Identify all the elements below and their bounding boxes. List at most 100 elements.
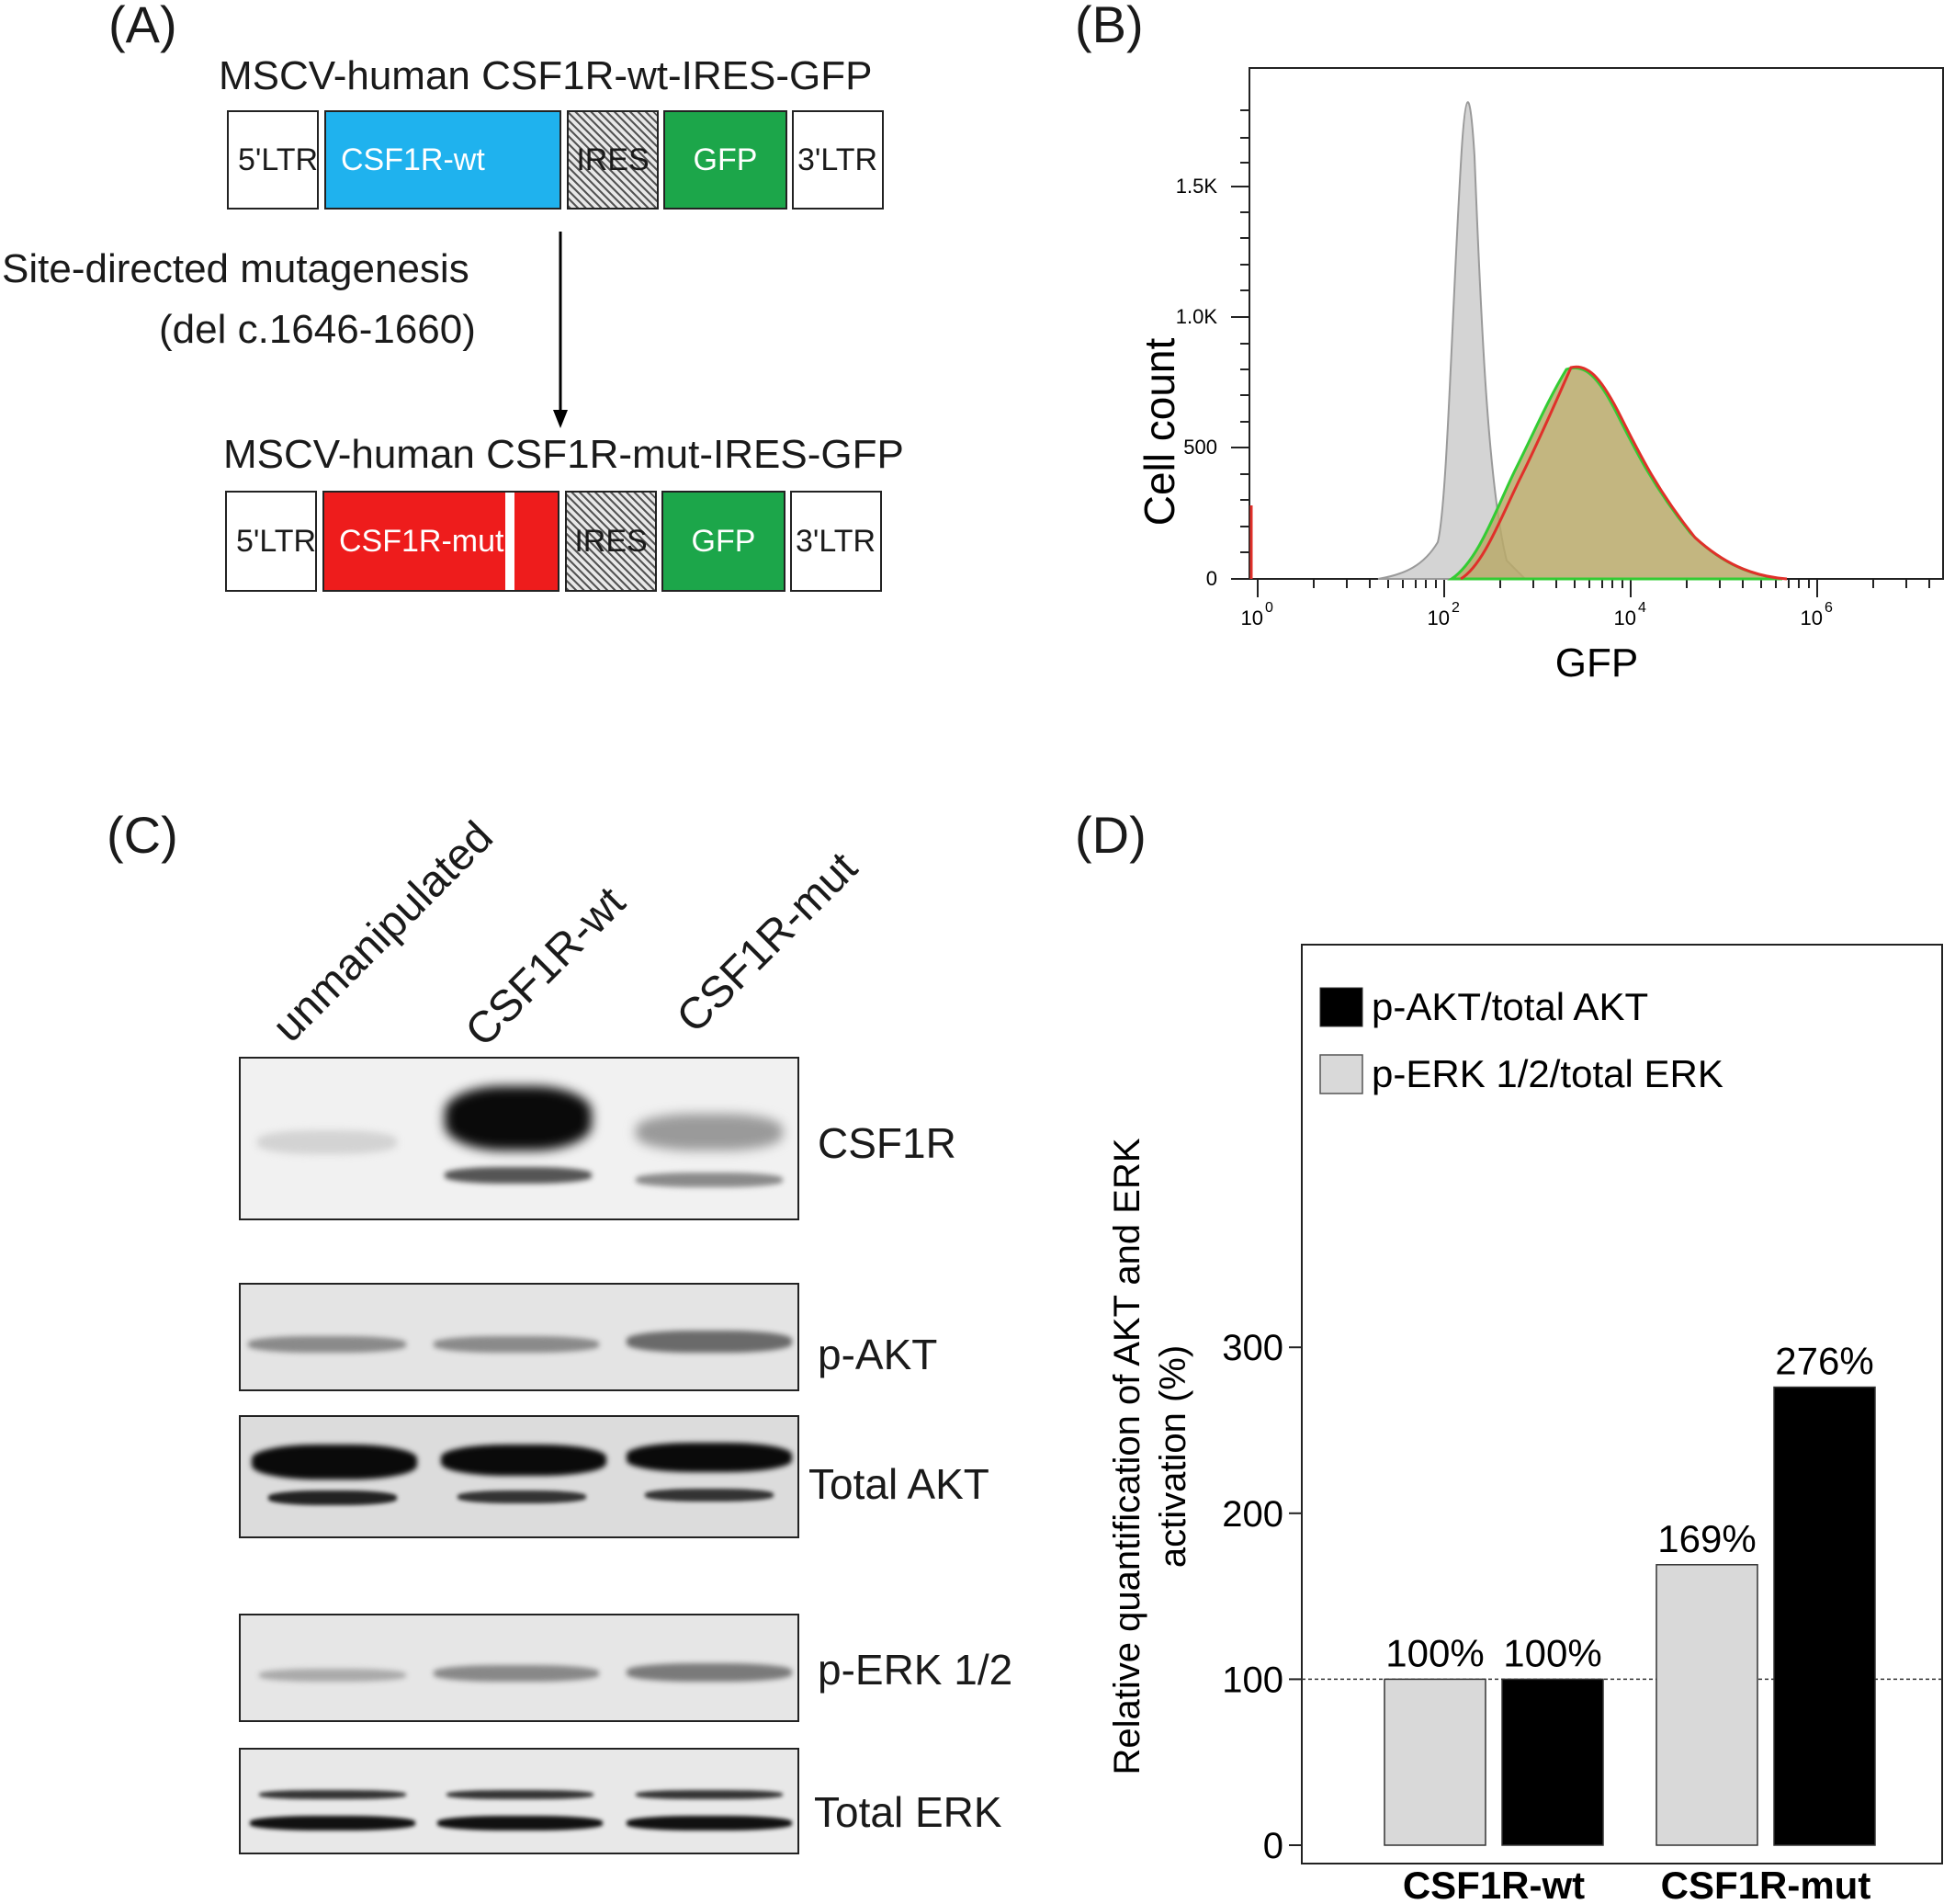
gfp-box: GFP: [663, 110, 787, 210]
ires-box: IRES: [565, 491, 657, 592]
svg-text:4: 4: [1638, 600, 1646, 616]
band: [441, 1445, 606, 1476]
band: [458, 1490, 586, 1503]
panel-label-b: (B): [1075, 0, 1144, 53]
blot-csf1r: [239, 1057, 799, 1220]
csf1r-wt-label: CSF1R-wt: [341, 142, 485, 177]
svg-text:2: 2: [1452, 600, 1460, 616]
deletion-marker: [505, 493, 514, 590]
ltr3-label: 3'LTR: [796, 523, 876, 559]
band: [434, 1336, 599, 1353]
bar-value-label: 100%: [1503, 1631, 1601, 1674]
lane-label-csf1r-wt: CSF1R-wt: [456, 878, 635, 1057]
lane-label-csf1r-mut: CSF1R-mut: [667, 843, 867, 1043]
construct-wt-title: MSCV-human CSF1R-wt-IRES-GFP: [219, 53, 873, 98]
band: [636, 1790, 783, 1799]
flow-xtick-label-6: 10 6: [1801, 600, 1833, 629]
band: [446, 1790, 593, 1799]
csf1r-mut-box: CSF1R-mut: [322, 491, 559, 592]
band: [434, 1665, 599, 1682]
blot-p-akt: [239, 1283, 799, 1391]
control-histogram: [1377, 101, 1528, 580]
gfp-label: GFP: [691, 523, 756, 559]
band: [627, 1443, 792, 1472]
svg-text:0: 0: [1265, 600, 1273, 616]
svg-text:10: 10: [1614, 606, 1636, 629]
legend-label-erk: p-ERK 1/2/total ERK: [1372, 1052, 1723, 1095]
band: [437, 1816, 603, 1830]
band: [268, 1490, 397, 1505]
blot-total-akt: [239, 1415, 799, 1538]
csf1r-wt-box: CSF1R-wt: [324, 110, 561, 210]
chart-ylabel-line1: Relative quantification of AKT and ERK: [1107, 1138, 1147, 1774]
band: [259, 1790, 406, 1799]
svg-text:10: 10: [1428, 606, 1450, 629]
category-label: CSF1R-wt: [1403, 1864, 1585, 1904]
gfp-box: GFP: [661, 491, 785, 592]
mut-histogram: [1460, 365, 1788, 581]
blot-label-p-akt: p-AKT: [818, 1331, 938, 1378]
mutagenesis-line2: (del c.1646-1660): [159, 307, 476, 352]
ires-box: IRES: [567, 110, 659, 210]
band: [248, 1336, 406, 1353]
band: [636, 1173, 783, 1187]
construct-mut-title: MSCV-human CSF1R-mut-IRES-GFP: [223, 432, 904, 477]
bar-chart: 0 100 200 300 100% 100% 169% 276% p-AKT/total …: [1107, 944, 1943, 1904]
flow-xaxis: [1257, 579, 1930, 597]
panel-label-d: (D): [1075, 806, 1147, 864]
blot-label-csf1r: CSF1R: [818, 1119, 956, 1167]
bar-value-label: 100%: [1385, 1631, 1484, 1674]
flow-ytick-1k: 1.0K: [1176, 305, 1218, 328]
svg-text:10: 10: [1801, 606, 1823, 629]
ltr5-box: 5'LTR: [227, 110, 319, 210]
blot-label-total-erk: Total ERK: [814, 1788, 1002, 1836]
legend-swatch-akt: [1319, 987, 1363, 1027]
panel-label-a: (A): [108, 0, 177, 53]
band: [627, 1816, 792, 1830]
wt-histogram: [1447, 366, 1783, 581]
y-tick-label: 300: [1222, 1328, 1283, 1368]
band: [645, 1489, 774, 1502]
y-tick-label: 100: [1222, 1660, 1283, 1700]
band: [445, 1167, 592, 1184]
ltr3-box: 3'LTR: [792, 110, 884, 210]
flow-histogram: 0 500 1.0K 1.5K 10 0 10 2 10 4 10 6 Cell cou…: [1136, 67, 1944, 686]
band: [445, 1086, 592, 1150]
band: [250, 1816, 415, 1830]
band: [627, 1663, 792, 1682]
blot-label-p-erk: p-ERK 1/2: [818, 1646, 1013, 1694]
band: [627, 1331, 792, 1353]
flow-yaxis: [1231, 109, 1249, 580]
bar: [1656, 1564, 1758, 1846]
csf1r-mut-label: CSF1R-mut: [339, 523, 504, 559]
band: [257, 1130, 397, 1154]
flow-ytick-1-5k: 1.5K: [1176, 175, 1218, 198]
blot-total-erk: [239, 1748, 799, 1854]
bar: [1501, 1678, 1604, 1846]
panel-label-c: (C): [107, 806, 178, 864]
flow-xlabel: GFP: [1555, 640, 1638, 686]
category-label: CSF1R-mut: [1661, 1864, 1871, 1904]
svg-text:6: 6: [1825, 600, 1833, 616]
gfp-label: GFP: [693, 142, 758, 177]
blot-label-total-akt: Total AKT: [808, 1460, 989, 1508]
mutagenesis-arrow: [553, 232, 568, 428]
ltr5-label: 5'LTR: [236, 523, 317, 559]
y-tick-label: 200: [1222, 1494, 1283, 1535]
flow-ytick-500: 500: [1183, 436, 1217, 459]
flow-xtick-label-4: 10 4: [1614, 600, 1646, 629]
chart-ylabel-line2: activation (%): [1153, 1345, 1193, 1568]
bar: [1384, 1678, 1486, 1846]
ltr5-label: 5'LTR: [238, 142, 319, 177]
legend-label-akt: p-AKT/total AKT: [1372, 985, 1648, 1028]
flow-xtick-label-0: 10 0: [1241, 600, 1273, 629]
flow-ytick-0: 0: [1206, 567, 1217, 590]
flow-ylabel: Cell count: [1136, 338, 1183, 527]
band: [636, 1114, 783, 1150]
ires-label: IRES: [574, 523, 648, 559]
band: [259, 1669, 406, 1682]
y-tick-label: 0: [1263, 1826, 1283, 1866]
legend-swatch-erk: [1319, 1054, 1363, 1094]
ltr5-box: 5'LTR: [225, 491, 317, 592]
ires-label: IRES: [576, 142, 650, 177]
